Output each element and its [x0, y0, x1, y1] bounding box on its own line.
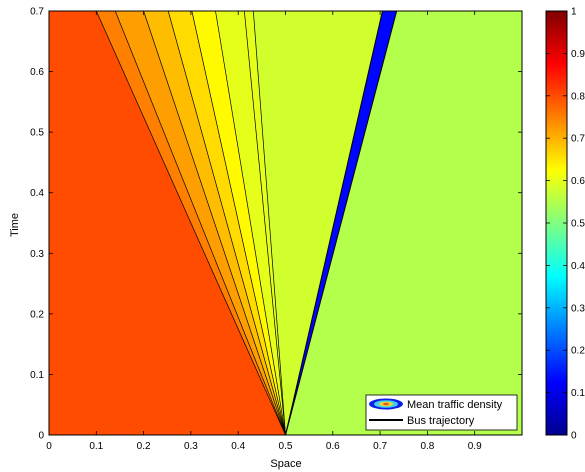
bus-trajectory-line — [285, 10, 383, 436]
colorbar-tick-label: 0.2 — [571, 346, 585, 357]
x-tick-label: 0.9 — [468, 441, 482, 452]
middle-density-wedge — [252, 11, 384, 435]
contour-line — [215, 10, 286, 436]
x-tick-label: 0.5 — [279, 441, 293, 452]
legend: Mean traffic density Bus trajectory — [365, 394, 518, 431]
colorbar-tick-label: 0.6 — [571, 176, 585, 187]
colorbar-tick-label: 0.9 — [571, 49, 585, 60]
colorbar-ticks: 0 0.1 0.2 0.3 0.4 0.5 0.6 0.7 0.8 0.9 1 — [546, 7, 585, 442]
y-tick-label: 0 — [38, 431, 44, 442]
contour-line — [191, 10, 286, 436]
x-tick-label: 0.1 — [89, 441, 103, 452]
colorbar-tick-label: 0.4 — [571, 261, 585, 272]
colorbar-tick-label: 0.3 — [571, 303, 585, 314]
x-tick-label: 0.7 — [373, 441, 387, 452]
y-tick-label: 0.7 — [30, 7, 44, 18]
x-tick-label: 0.3 — [184, 441, 198, 452]
colorbar-tick-label: 0.8 — [571, 91, 585, 102]
contour-line — [143, 10, 286, 436]
y-tick-label: 0.3 — [30, 249, 44, 260]
contour-lines — [95, 10, 398, 436]
x-tick-label: 0 — [46, 441, 52, 452]
x-tick-label: 0.6 — [326, 441, 340, 452]
x-axis-label: Space — [270, 458, 301, 470]
colorbar-tick-label: 0.1 — [571, 388, 585, 399]
colorbar-tick-label: 1 — [571, 7, 577, 18]
x-axis-ticks: 0 0.1 0.2 0.3 0.4 0.5 0.6 0.7 0.8 0.9 — [46, 11, 482, 452]
x-tick-label: 0.4 — [231, 441, 245, 452]
colorbar-tick-label: 0 — [571, 431, 577, 442]
bus-band-edge — [285, 10, 398, 436]
y-tick-label: 0.5 — [30, 128, 44, 139]
y-tick-label: 0.6 — [30, 67, 44, 78]
contour-line — [95, 10, 286, 436]
y-tick-label: 0.2 — [30, 309, 44, 320]
legend-density-label: Mean traffic density — [407, 399, 503, 411]
contour-line — [244, 10, 286, 436]
y-tick-label: 0.1 — [30, 370, 44, 381]
y-axis-label: Time — [9, 213, 21, 237]
plot-area — [49, 11, 522, 435]
legend-bus-label: Bus trajectory — [407, 415, 475, 427]
colorbar-tick-label: 0.7 — [571, 134, 585, 145]
contour-line — [252, 10, 286, 436]
contour-line — [114, 10, 286, 436]
contour-line — [167, 10, 286, 436]
legend-density-swatch — [369, 398, 403, 410]
x-tick-label: 0.2 — [137, 441, 151, 452]
right-density-region — [285, 11, 522, 435]
colorbar-tick-label: 0.5 — [571, 219, 585, 230]
left-density-region — [49, 11, 286, 435]
y-axis-ticks: 0 0.1 0.2 0.3 0.4 0.5 0.6 0.7 — [30, 7, 522, 442]
x-tick-label: 0.8 — [420, 441, 434, 452]
y-tick-label: 0.4 — [30, 188, 44, 199]
